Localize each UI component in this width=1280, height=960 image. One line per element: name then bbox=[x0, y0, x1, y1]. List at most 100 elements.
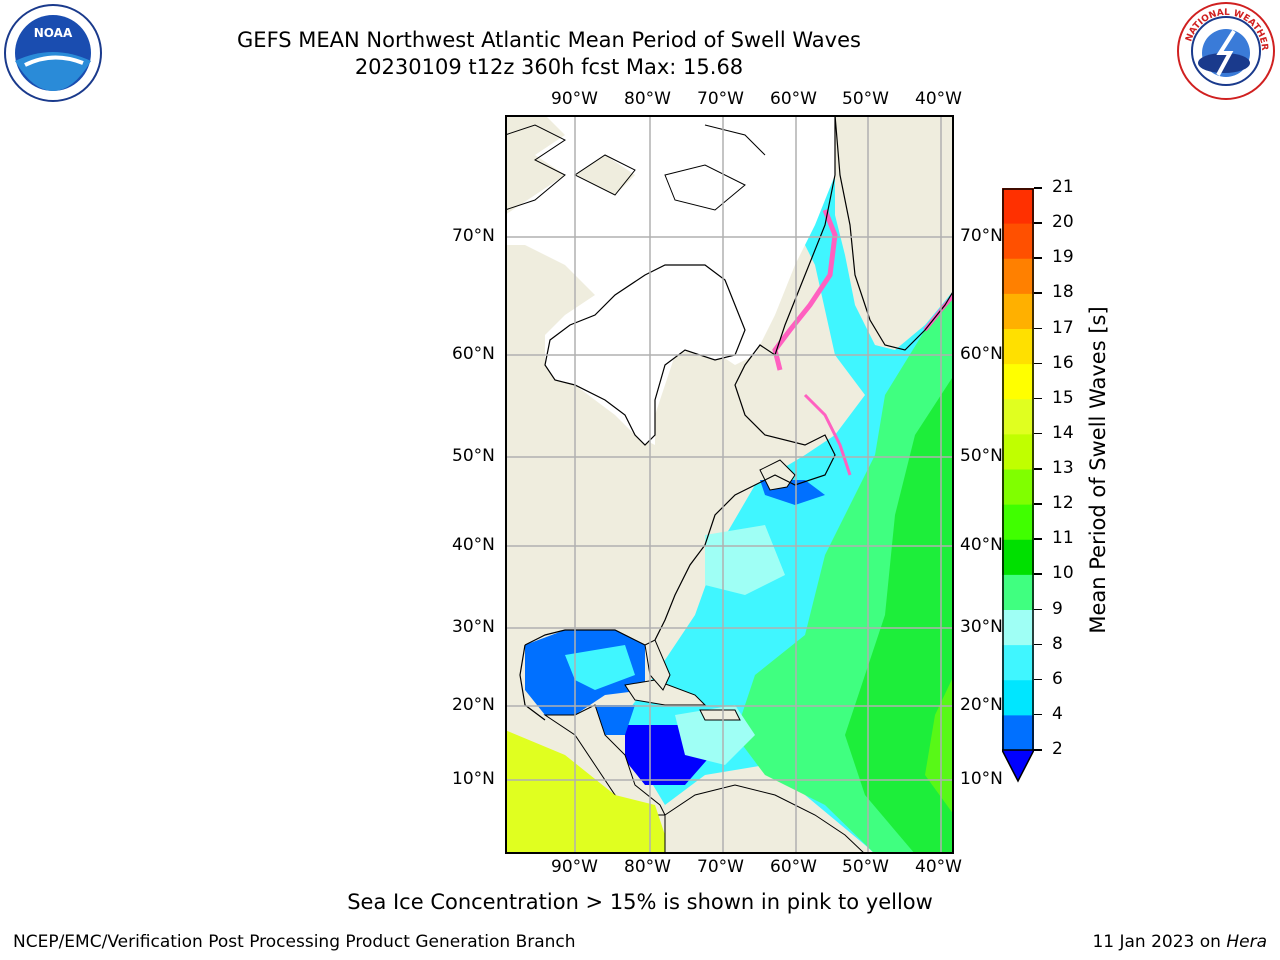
colorbar-tick-mark bbox=[1034, 187, 1042, 189]
lat-label-right: 10°N bbox=[960, 769, 1003, 789]
colorbar-tick-label: 2 bbox=[1052, 739, 1063, 759]
footer-credit: NCEP/EMC/Verification Post Processing Pr… bbox=[13, 932, 576, 952]
colorbar-band bbox=[1002, 363, 1034, 400]
hispaniola bbox=[699, 709, 741, 721]
footer-host: Hera bbox=[1226, 932, 1267, 952]
lat-label-right: 60°N bbox=[960, 344, 1003, 364]
colorbar-tick-label: 16 bbox=[1052, 352, 1074, 373]
colorbar-tick-label: 20 bbox=[1052, 212, 1074, 233]
colorbar-tick-mark bbox=[1034, 257, 1042, 259]
lat-label-left: 70°N bbox=[452, 226, 495, 246]
coastline-na bbox=[654, 115, 836, 641]
colorbar-tick-label: 10 bbox=[1052, 563, 1074, 584]
lon-label-top: 60°W bbox=[770, 89, 817, 109]
colorbar-tick-mark bbox=[1034, 292, 1042, 294]
lat-label-right: 40°N bbox=[960, 535, 1003, 555]
footer-date-text: 11 Jan 2023 on bbox=[1092, 932, 1227, 952]
lat-label-left: 30°N bbox=[452, 617, 495, 637]
colorbar-tick-mark bbox=[1034, 327, 1042, 329]
colorbar-band bbox=[1002, 223, 1034, 259]
lon-label-bottom: 80°W bbox=[624, 857, 671, 877]
colorbar-band bbox=[1002, 539, 1034, 575]
colorbar-tick-mark bbox=[1034, 432, 1042, 435]
nws-logo: NATIONAL WEATHER SERVICE bbox=[1173, 0, 1280, 101]
colorbar-tick-mark bbox=[1034, 397, 1042, 400]
colorbar-band bbox=[1002, 644, 1034, 681]
lat-label-left: 60°N bbox=[452, 344, 495, 364]
colorbar-band bbox=[1002, 258, 1034, 294]
svg-text:NOAA: NOAA bbox=[34, 26, 73, 40]
colorbar-tick-mark bbox=[1034, 608, 1042, 610]
colorbar-tick-label: 11 bbox=[1052, 528, 1074, 549]
colorbar-band bbox=[1002, 188, 1034, 224]
lon-label-bottom: 90°W bbox=[551, 857, 598, 877]
colorbar-tick-label: 18 bbox=[1052, 282, 1074, 303]
colorbar-band bbox=[1002, 433, 1034, 470]
colorbar-tick-label: 12 bbox=[1052, 493, 1074, 514]
lon-label-bottom: 70°W bbox=[697, 857, 744, 877]
colorbar-tick-mark bbox=[1034, 362, 1042, 365]
lon-label-top: 90°W bbox=[551, 89, 598, 109]
lon-label-top: 50°W bbox=[842, 89, 889, 109]
lon-label-bottom: 60°W bbox=[770, 857, 817, 877]
colorbar-tick-mark bbox=[1034, 749, 1042, 751]
lon-label-bottom: 40°W bbox=[915, 857, 962, 877]
colorbar-tick-label: 21 bbox=[1052, 177, 1074, 197]
colorbar-tick-mark bbox=[1034, 468, 1042, 470]
coastline-greenland bbox=[834, 115, 954, 351]
colorbar-band bbox=[1002, 469, 1034, 505]
colorbar-under-arrow bbox=[1002, 749, 1034, 783]
greenland bbox=[835, 115, 954, 350]
lon-label-top: 70°W bbox=[697, 89, 744, 109]
colorbar-tick-label: 14 bbox=[1052, 422, 1074, 443]
colorbar-outline bbox=[1002, 188, 1034, 750]
colorbar-tick-mark bbox=[1034, 538, 1042, 540]
colorbar-tick-label: 15 bbox=[1052, 387, 1074, 408]
colorbar-tick-label: 17 bbox=[1052, 317, 1074, 338]
colorbar-tick-label: 9 bbox=[1052, 598, 1063, 619]
sea-ice-note: Sea Ice Concentration > 15% is shown in … bbox=[347, 890, 933, 914]
lon-label-top: 80°W bbox=[624, 89, 671, 109]
graticule bbox=[505, 115, 954, 854]
colorbar-tick-mark bbox=[1034, 503, 1042, 505]
colorbar-tick-mark bbox=[1034, 678, 1042, 681]
noaa-logo: NOAA bbox=[3, 3, 103, 103]
chart-title: GEFS MEAN Northwest Atlantic Mean Period… bbox=[237, 28, 861, 52]
colorbar-band bbox=[1002, 714, 1034, 751]
colorbar-band bbox=[1002, 609, 1034, 646]
newfoundland bbox=[759, 459, 796, 491]
colorbar-tick-mark bbox=[1034, 573, 1042, 575]
lon-label-top: 40°W bbox=[915, 89, 962, 109]
lat-label-right: 50°N bbox=[960, 446, 1003, 466]
lat-label-right: 20°N bbox=[960, 695, 1003, 715]
chart-subtitle: 20230109 t12z 360h fcst Max: 15.68 bbox=[354, 55, 744, 79]
colorbar bbox=[1002, 188, 1034, 783]
colorbar-label: Mean Period of Swell Waves [s] bbox=[1086, 306, 1110, 634]
south-america-field bbox=[505, 730, 665, 854]
colorbar-band bbox=[1002, 328, 1034, 365]
south-america bbox=[664, 784, 866, 854]
lat-label-left: 20°N bbox=[452, 695, 495, 715]
lon-label-bottom: 50°W bbox=[842, 857, 889, 877]
coastline-gulf bbox=[519, 629, 646, 721]
colorbar-tick-label: 13 bbox=[1052, 458, 1074, 478]
lat-label-right: 70°N bbox=[960, 226, 1003, 246]
map-panel bbox=[505, 115, 954, 854]
colorbar-band bbox=[1002, 574, 1034, 610]
colorbar-tick-mark bbox=[1034, 222, 1042, 224]
colorbar-tick-mark bbox=[1034, 713, 1042, 716]
florida bbox=[644, 639, 671, 691]
colorbar-tick-label: 6 bbox=[1052, 668, 1063, 689]
lat-label-left: 40°N bbox=[452, 535, 495, 555]
colorbar-band bbox=[1002, 398, 1034, 435]
colorbar-tick-label: 4 bbox=[1052, 703, 1063, 724]
colorbar-tick-label: 8 bbox=[1052, 633, 1063, 654]
ice-edge bbox=[772, 209, 838, 371]
colorbar-tick-label: 19 bbox=[1052, 247, 1074, 268]
colorbar-band bbox=[1002, 679, 1034, 716]
footer-date: 11 Jan 2023 on Hera bbox=[1092, 932, 1267, 952]
lat-label-right: 30°N bbox=[960, 617, 1003, 637]
colorbar-band bbox=[1002, 293, 1034, 329]
colorbar-tick-mark bbox=[1034, 643, 1042, 646]
lat-label-left: 50°N bbox=[452, 446, 495, 466]
